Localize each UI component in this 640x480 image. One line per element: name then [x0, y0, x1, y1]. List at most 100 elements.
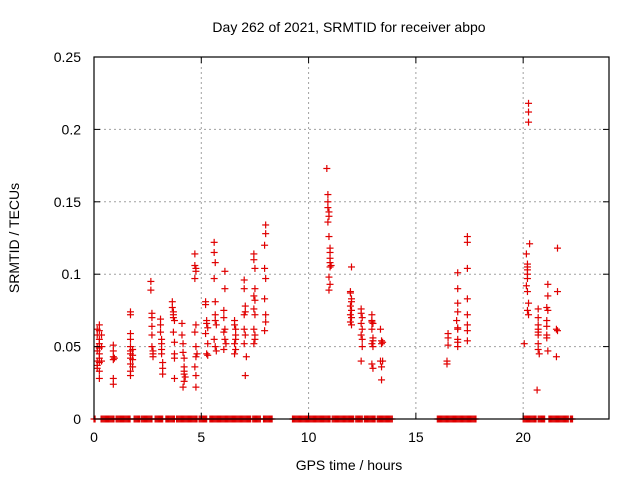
axis-ticks: 0 5 10 15 20 0 0.05 0.1 0.15 0.2 0.25	[54, 49, 609, 445]
data-point	[325, 233, 333, 241]
data-point	[368, 325, 376, 333]
data-point	[232, 345, 240, 353]
data-point	[231, 350, 239, 358]
data-point	[222, 340, 230, 348]
x-tick-label: 0	[90, 429, 98, 445]
data-point	[251, 311, 259, 319]
data-point	[325, 273, 333, 281]
data-point	[168, 304, 176, 312]
data-point	[262, 230, 270, 238]
data-point	[170, 317, 178, 325]
data-point	[454, 269, 462, 277]
data-point	[240, 325, 248, 333]
data-point	[95, 327, 103, 335]
data-point	[250, 292, 258, 300]
data-point	[326, 263, 334, 271]
data-point	[376, 325, 384, 333]
data-point	[179, 340, 187, 348]
data-point	[463, 337, 471, 345]
data-point	[358, 314, 366, 322]
data-point	[241, 331, 249, 339]
data-point	[241, 372, 249, 380]
data-point	[220, 306, 228, 314]
data-point	[95, 367, 103, 375]
data-point	[148, 314, 156, 322]
data-point	[552, 353, 560, 361]
data-point	[98, 331, 106, 339]
data-point	[203, 350, 211, 358]
data-point	[323, 164, 331, 172]
data-point	[358, 335, 366, 343]
data-point	[463, 238, 471, 246]
data-point	[348, 306, 355, 314]
data-point	[357, 357, 365, 365]
data-point	[192, 321, 200, 329]
data-point	[543, 334, 551, 342]
data-point	[348, 321, 355, 329]
data-point	[369, 364, 377, 372]
data-point	[203, 319, 211, 327]
x-tick-label: 20	[515, 429, 531, 445]
data-point	[157, 321, 165, 329]
data-point	[520, 340, 528, 348]
data-point	[324, 218, 332, 226]
data-point	[250, 305, 258, 313]
data-point	[523, 306, 531, 314]
data-point	[211, 298, 219, 306]
data-point	[110, 354, 118, 362]
y-tick-label: 0.1	[62, 266, 82, 282]
data-point	[368, 360, 376, 368]
data-point	[325, 212, 333, 220]
data-point	[261, 295, 269, 303]
chart-title: Day 262 of 2021, SRMTID for receiver abp…	[212, 19, 485, 35]
data-point	[378, 340, 386, 348]
data-point	[149, 353, 157, 361]
data-point	[552, 325, 560, 333]
data-point	[98, 357, 106, 365]
data-point	[212, 321, 220, 329]
data-point	[454, 308, 462, 316]
data-point	[178, 319, 186, 327]
data-point	[262, 221, 270, 229]
data-point	[262, 311, 270, 319]
data-point	[262, 318, 270, 326]
data-point	[126, 335, 134, 343]
data-point	[211, 317, 219, 325]
data-point	[240, 311, 248, 319]
data-point	[157, 328, 165, 336]
data-point	[192, 372, 200, 380]
data-point	[179, 348, 187, 356]
data-point	[534, 331, 542, 339]
data-point	[204, 340, 212, 348]
data-point	[454, 325, 462, 333]
data-point	[325, 286, 333, 294]
y-tick-label: 0.15	[54, 194, 81, 210]
data-point	[158, 350, 166, 358]
y-tick-label: 0.25	[54, 49, 81, 65]
data-point	[191, 328, 199, 336]
data-point	[348, 314, 355, 322]
data-point	[261, 327, 269, 335]
data-point	[240, 276, 248, 284]
data-point	[369, 319, 377, 327]
data-point	[368, 318, 376, 326]
data-point	[261, 241, 269, 249]
data-point	[358, 325, 366, 333]
data-point	[535, 350, 543, 358]
data-point	[147, 286, 155, 294]
data-point	[251, 296, 259, 304]
plot-frame	[93, 56, 610, 420]
data-point	[95, 374, 103, 382]
data-point	[525, 99, 533, 107]
data-point	[212, 347, 220, 355]
data-point	[358, 343, 366, 351]
data-point	[378, 363, 386, 371]
data-points	[90, 99, 577, 423]
data-point	[522, 282, 530, 290]
data-point	[192, 353, 200, 361]
data-point	[326, 280, 334, 288]
data-point	[210, 248, 218, 256]
data-point	[250, 256, 258, 264]
data-point	[192, 343, 200, 351]
